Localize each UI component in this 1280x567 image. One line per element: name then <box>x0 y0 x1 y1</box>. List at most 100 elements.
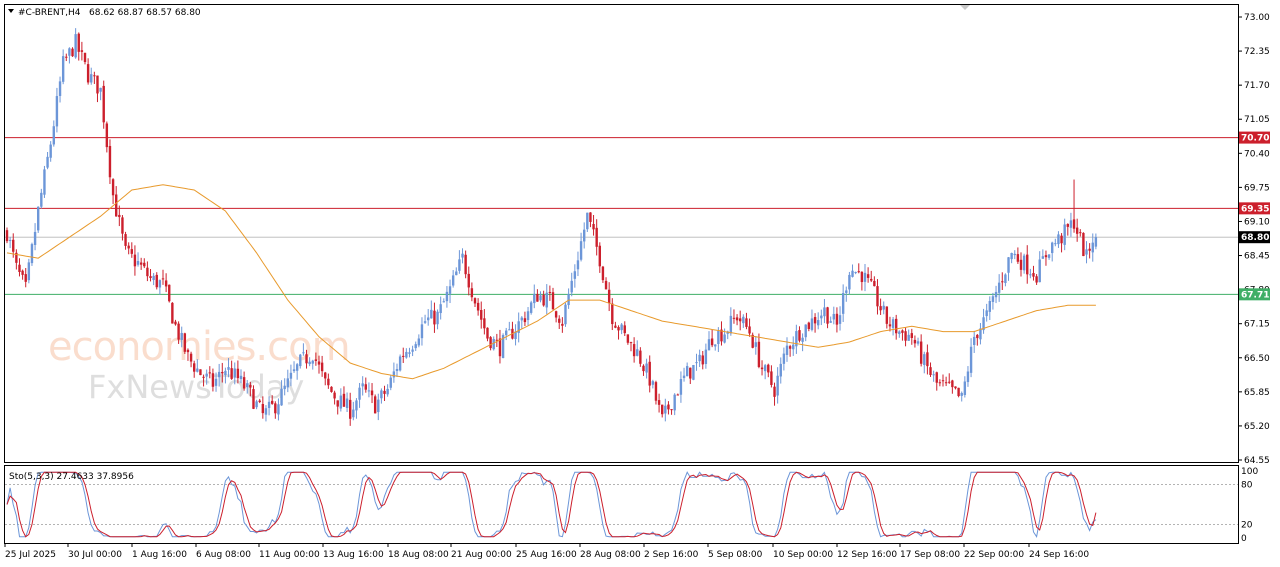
candle-bull <box>508 329 511 331</box>
candle-bull <box>445 291 449 302</box>
candle-bull <box>792 344 795 350</box>
candle-bear <box>661 404 664 415</box>
y-tick-label: 68.45 <box>1244 252 1270 262</box>
x-tick-label: 12 Sep 16:00 <box>837 550 897 560</box>
candle-bull <box>804 324 807 338</box>
y-tick-label: 67.15 <box>1244 320 1270 330</box>
candle-bear <box>601 266 605 281</box>
candle-bull <box>1063 224 1066 245</box>
candle-bear <box>888 324 892 327</box>
candle-bull <box>526 311 530 321</box>
candle-bull <box>963 381 967 395</box>
candle-bear <box>486 327 489 339</box>
candle-bull <box>299 354 302 367</box>
candle-bear <box>554 311 558 318</box>
scroll-marker-icon[interactable] <box>960 5 970 10</box>
candle-bear <box>476 302 480 311</box>
candle-bull <box>1038 259 1041 283</box>
candle-bear <box>261 404 265 414</box>
candle-bear <box>118 214 121 218</box>
candle-bear <box>93 75 96 77</box>
candle-bull <box>233 368 236 378</box>
candle-bear <box>333 392 336 399</box>
y-tick-label: 71.05 <box>1244 115 1270 125</box>
candle-bear <box>65 56 68 58</box>
candle-bull <box>776 375 779 396</box>
level-tags: 70.70 69.35 68.80 67.71 <box>1239 131 1270 301</box>
candle-bear <box>336 400 339 407</box>
candle-bull <box>841 293 845 314</box>
candle-bull <box>361 383 364 387</box>
candle-bull <box>520 317 523 321</box>
candle-bull <box>679 379 683 395</box>
candle-bull <box>43 169 46 195</box>
candle-bull <box>30 244 34 264</box>
candle-bear <box>96 75 99 94</box>
candle-bull <box>851 270 854 277</box>
candle-bear <box>1035 276 1038 283</box>
candle-bull <box>267 401 271 409</box>
candle-bear <box>558 318 561 323</box>
candle-bear <box>860 271 864 283</box>
candle-bull <box>567 293 570 306</box>
x-tick-label: 25 Jul 2025 <box>5 550 56 560</box>
candle-bull <box>820 315 823 319</box>
candle-bear <box>548 291 552 293</box>
candle-bear <box>938 382 942 384</box>
candle-bear <box>473 298 477 304</box>
candle-bear <box>349 399 352 419</box>
candle-bear <box>330 386 333 392</box>
candle-bear <box>770 371 773 385</box>
candle-bear <box>149 276 152 279</box>
candle-bull <box>158 280 162 288</box>
candle-bull <box>239 375 243 380</box>
y-tick-label: 64.55 <box>1244 456 1270 466</box>
candle-bear <box>788 346 792 349</box>
candle-bull <box>573 271 577 279</box>
candle-bull <box>714 344 717 347</box>
ohlc-label: 68.62 68.87 68.57 68.80 <box>89 8 201 18</box>
candle-bear <box>913 339 917 344</box>
candle-bull <box>517 321 520 333</box>
candle-bear <box>274 403 277 414</box>
candle-bull <box>90 74 93 83</box>
candle-bull <box>227 367 230 370</box>
candle-bull <box>1054 243 1057 245</box>
candle-bear <box>24 274 27 282</box>
stoch-scale-label: 100 <box>1241 467 1258 477</box>
candle-bear <box>467 273 470 288</box>
candle-bear <box>252 389 255 409</box>
candle-bull <box>408 352 411 354</box>
candle-bull <box>205 373 208 377</box>
candle-bull <box>58 81 62 96</box>
candle-bear <box>271 400 274 404</box>
candle-bear <box>941 380 945 382</box>
candle-bull <box>40 192 43 207</box>
candle-bull <box>308 361 311 365</box>
candle-bear <box>15 252 18 263</box>
candle-bear <box>208 372 211 374</box>
candle-bear <box>885 306 889 324</box>
candle-bear <box>1019 259 1023 270</box>
candle-bear <box>324 372 327 379</box>
candle-bull <box>685 366 689 377</box>
candle-bear <box>632 344 636 357</box>
candle-bull <box>196 368 199 372</box>
candle-bull <box>932 374 935 376</box>
candle-bull <box>292 369 296 372</box>
candle-bull <box>673 394 676 411</box>
dropdown-triangle-icon[interactable] <box>8 9 14 13</box>
x-tick-label: 13 Aug 16:00 <box>323 550 384 560</box>
candle-bear <box>133 254 137 267</box>
candle-bear <box>910 333 913 338</box>
candle-bear <box>866 274 870 278</box>
candle-bull <box>8 239 12 241</box>
candle-bear <box>483 318 486 329</box>
candle-bear <box>146 267 149 277</box>
candle-bull <box>636 349 639 356</box>
candle-bull <box>583 229 586 242</box>
x-tick-label: 10 Sep 00:00 <box>773 550 833 560</box>
candle-bear <box>211 373 215 387</box>
candle-bull <box>1069 220 1073 228</box>
level-tag-label: 68.80 <box>1241 233 1269 243</box>
